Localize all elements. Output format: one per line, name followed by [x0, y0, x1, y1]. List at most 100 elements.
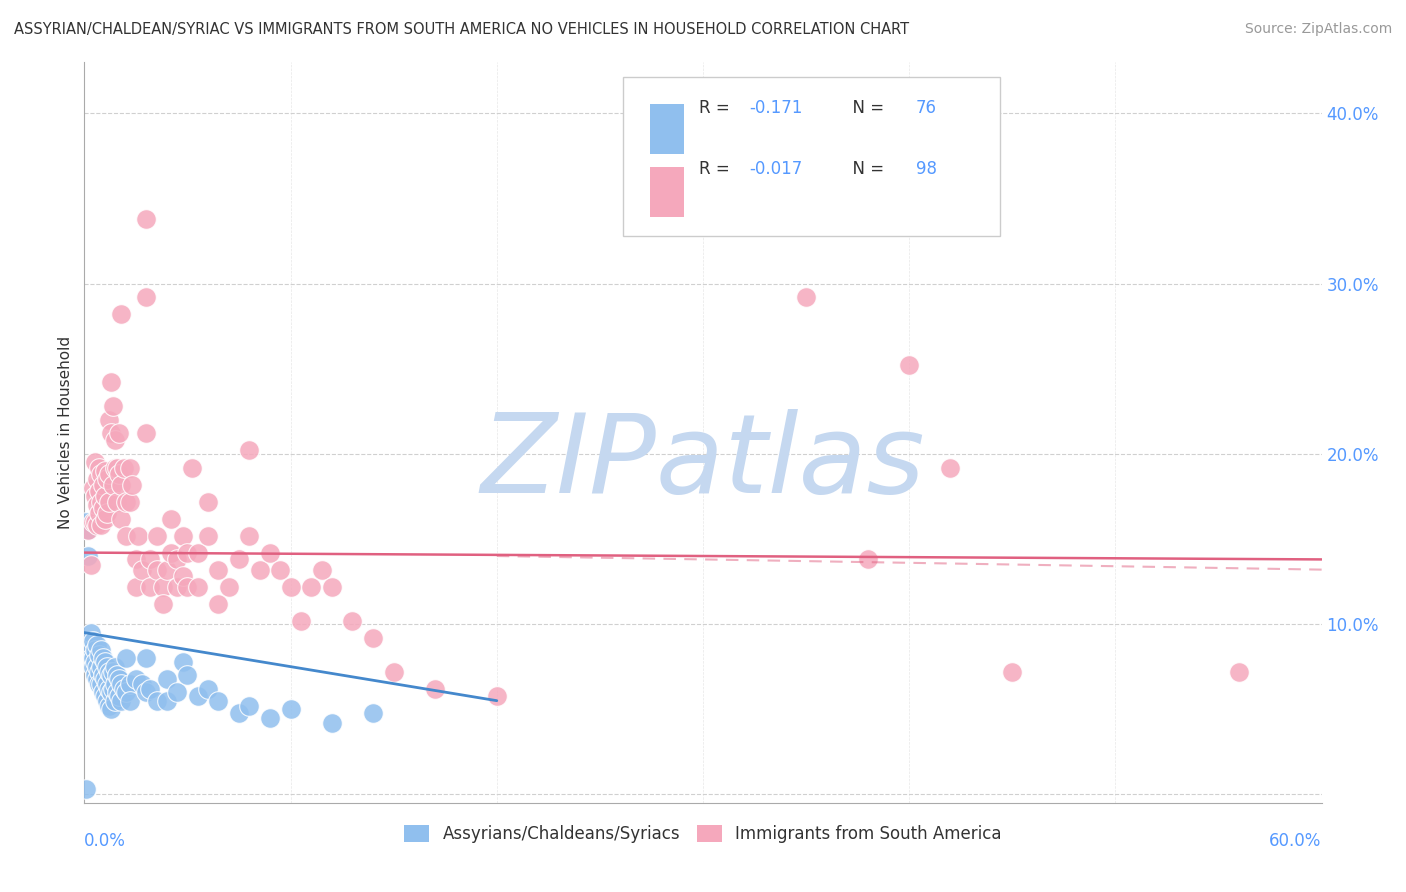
Point: [172, 569, 194, 583]
Point: [139, 681, 162, 696]
Point: [321, 715, 343, 730]
Point: [104, 694, 127, 708]
Point: [135, 651, 157, 665]
Point: [100, 702, 122, 716]
Point: [166, 685, 188, 699]
Point: [423, 681, 446, 696]
Point: [1227, 665, 1250, 679]
Point: [86, 498, 108, 512]
Bar: [650, 103, 685, 154]
Point: [110, 307, 132, 321]
Point: [105, 494, 128, 508]
Point: [98, 494, 121, 508]
Point: [114, 494, 136, 508]
Point: [100, 668, 122, 682]
Point: [228, 552, 250, 566]
Point: [90, 676, 112, 690]
Point: [166, 552, 188, 566]
Point: [139, 552, 162, 566]
Point: [197, 681, 219, 696]
Point: [98, 665, 121, 679]
Point: [86, 659, 108, 673]
Point: [83, 655, 105, 669]
Point: [160, 546, 183, 560]
Point: [77, 524, 100, 538]
Point: [87, 484, 110, 499]
Point: [87, 507, 110, 521]
Point: [145, 563, 167, 577]
Point: [96, 472, 118, 486]
Point: [145, 694, 167, 708]
Point: [139, 580, 162, 594]
Point: [238, 528, 260, 542]
Point: [180, 460, 202, 475]
Point: [160, 511, 183, 525]
Point: [238, 698, 260, 713]
Point: [187, 546, 209, 560]
Point: [207, 694, 229, 708]
Point: [361, 631, 384, 645]
Point: [86, 638, 108, 652]
Point: [127, 528, 149, 542]
Point: [290, 614, 312, 628]
Point: [96, 676, 118, 690]
Point: [135, 212, 157, 227]
Point: [156, 672, 179, 686]
Point: [110, 477, 132, 491]
Point: [311, 563, 333, 577]
Point: [259, 711, 281, 725]
Point: [361, 706, 384, 720]
Point: [187, 689, 209, 703]
Point: [83, 668, 105, 682]
Point: [90, 518, 112, 533]
Point: [131, 563, 153, 577]
Point: [1001, 665, 1024, 679]
Point: [77, 524, 100, 538]
Point: [280, 702, 302, 716]
Point: [91, 685, 114, 699]
Point: [110, 676, 132, 690]
Point: [96, 694, 118, 708]
Point: [103, 665, 125, 679]
Point: [98, 698, 121, 713]
Point: [187, 580, 209, 594]
Legend: Assyrians/Chaldeans/Syriacs, Immigrants from South America: Assyrians/Chaldeans/Syriacs, Immigrants …: [398, 819, 1008, 850]
Point: [87, 665, 110, 679]
Point: [269, 563, 291, 577]
Point: [103, 477, 125, 491]
Point: [98, 681, 121, 696]
Point: [125, 552, 148, 566]
Point: [238, 443, 260, 458]
Point: [104, 676, 127, 690]
Point: [131, 676, 153, 690]
Point: [108, 426, 131, 441]
Text: ASSYRIAN/CHALDEAN/SYRIAC VS IMMIGRANTS FROM SOUTH AMERICA NO VEHICLES IN HOUSEHO: ASSYRIAN/CHALDEAN/SYRIAC VS IMMIGRANTS F…: [14, 22, 910, 37]
Point: [321, 580, 343, 594]
Point: [152, 597, 174, 611]
Point: [98, 467, 121, 482]
Point: [112, 681, 135, 696]
Point: [94, 511, 117, 525]
Point: [90, 494, 112, 508]
Point: [98, 413, 121, 427]
Point: [118, 460, 141, 475]
Point: [794, 290, 817, 304]
Point: [114, 685, 136, 699]
Point: [135, 290, 157, 304]
Point: [166, 580, 188, 594]
Point: [104, 659, 127, 673]
Point: [75, 515, 97, 529]
Point: [91, 477, 114, 491]
Point: [96, 507, 118, 521]
Point: [96, 659, 118, 673]
Point: [197, 528, 219, 542]
Point: [152, 580, 174, 594]
Point: [86, 518, 108, 533]
Point: [125, 580, 148, 594]
Point: [249, 563, 271, 577]
Point: [77, 549, 100, 563]
Point: [105, 460, 128, 475]
Text: 76: 76: [915, 99, 936, 117]
Point: [94, 655, 117, 669]
Point: [118, 494, 141, 508]
